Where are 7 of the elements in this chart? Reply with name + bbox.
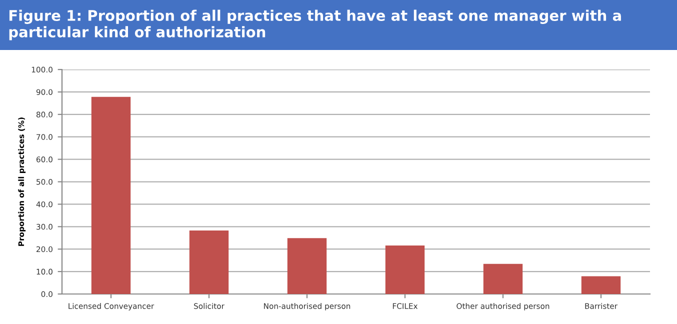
bar bbox=[91, 96, 131, 294]
bar bbox=[483, 264, 523, 294]
chart-title: Figure 1: Proportion of all practices that have at least one manager with a particular kind of authorization bbox=[9, 10, 621, 40]
bar bbox=[385, 246, 425, 294]
bar bbox=[189, 230, 229, 294]
bar bbox=[581, 276, 621, 294]
bar bbox=[287, 238, 327, 294]
